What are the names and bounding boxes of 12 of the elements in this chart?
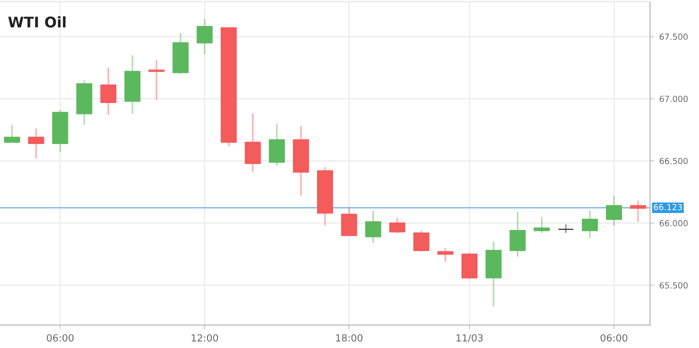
- y-tick-label: 66.500: [660, 158, 688, 164]
- x-tick-label: 18:00: [336, 334, 362, 342]
- y-tick-label: 65.500: [660, 282, 688, 289]
- x-tick-label: 12:00: [192, 334, 218, 342]
- x-tick-label: 11/03: [456, 334, 483, 342]
- y-tick-label: 67.500: [660, 34, 688, 40]
- text: WTI Oil: [8, 16, 66, 28]
- ref-line-label: 66.123: [654, 204, 682, 210]
- x-tick-label: 06:00: [46, 334, 74, 342]
- y-tick-label: 67.000: [660, 96, 688, 102]
- y-tick-label: 66.000: [660, 220, 688, 226]
- x-tick-label: 06:00: [600, 334, 628, 342]
